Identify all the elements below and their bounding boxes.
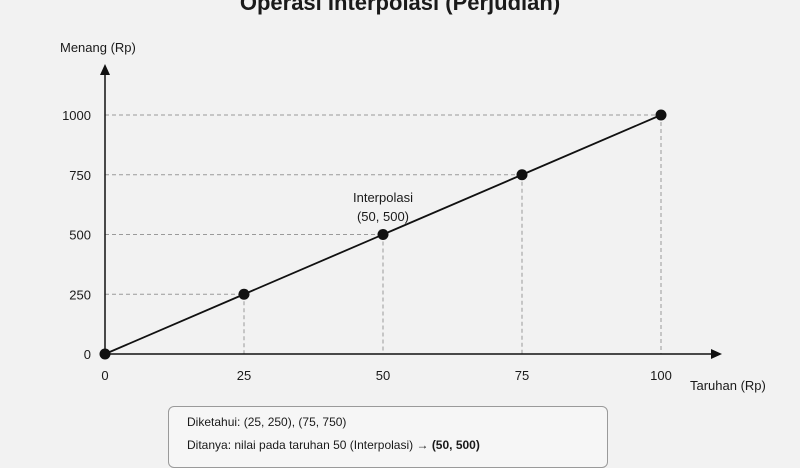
annotation-line-2: (50, 500) — [357, 209, 409, 224]
y-tick-0: 0 — [84, 347, 91, 362]
x-tick-50: 50 — [376, 368, 390, 383]
annotation-line-1: Interpolasi — [353, 190, 413, 205]
data-point-75 — [516, 169, 528, 181]
x-tick-25: 25 — [237, 368, 251, 383]
y-tick-250: 250 — [69, 287, 91, 302]
question-answer: (50, 500) — [431, 438, 480, 452]
data-point-0 — [99, 348, 111, 360]
chart-title: Operasi Interpolasi (Perjudian) — [239, 0, 561, 15]
data-point-100 — [655, 109, 667, 121]
x-axis-arrow — [711, 349, 722, 359]
question-text: Ditanya: nilai pada taruhan 50 (Interpol… — [187, 438, 480, 452]
guide-lines — [105, 114, 662, 354]
y-tick-750: 750 — [69, 168, 91, 183]
y-axis-arrow — [100, 64, 110, 75]
known-values-text: Diketahui: (25, 250), (75, 750) — [187, 415, 347, 429]
y-axis-label: Menang (Rp) — [60, 40, 136, 55]
x-axis-label: Taruhan (Rp) — [690, 378, 766, 393]
y-tick-500: 500 — [69, 228, 91, 243]
axis-labels: Menang (Rp) Taruhan (Rp) Interpolasi (50, 5… — [60, 40, 766, 393]
data-points — [99, 109, 667, 360]
x-tick-0: 0 — [101, 368, 108, 383]
info-box: Diketahui: (25, 250), (75, 750) Ditanya:… — [168, 406, 608, 468]
question-prefix: Ditanya: nilai pada taruhan 50 (Interpol… — [187, 438, 432, 452]
x-tick-100: 100 — [650, 368, 672, 383]
data-point-25 — [238, 288, 250, 300]
data-point-50 — [377, 229, 389, 240]
x-tick-75: 75 — [515, 368, 529, 383]
y-tick-1000: 1000 — [62, 108, 91, 123]
axes — [100, 64, 722, 359]
